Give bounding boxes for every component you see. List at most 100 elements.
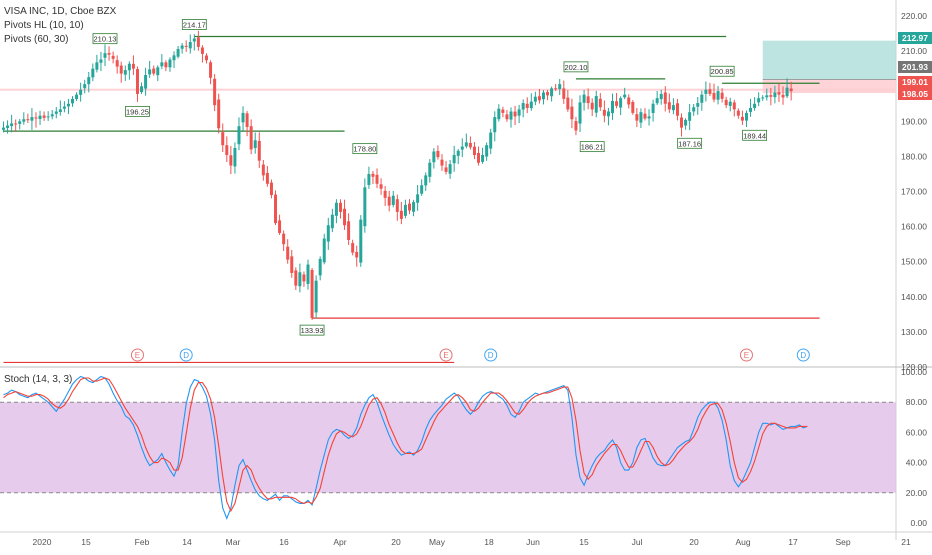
candle-body [740,116,744,121]
candle-body [221,132,225,146]
candle [391,191,395,208]
pivot-label-text: 133.93 [301,326,324,335]
candle-body [131,63,135,69]
candle-body [578,102,582,124]
candle [229,146,233,175]
x-tick-label: Jul [632,537,643,547]
pivots-legend[interactable]: Pivots (60, 30) [4,34,69,45]
candle [172,51,176,69]
candle-body [529,101,533,109]
y-tick-label: 160.00 [901,222,927,232]
candle [688,104,692,131]
candle [757,92,761,107]
pivot-label: 187.16 [677,137,703,149]
candle-body [196,37,200,47]
candle-body [692,107,696,112]
candle [103,44,107,67]
candle-body [403,204,407,216]
candle-body [424,175,428,186]
candle [192,34,196,51]
candle [399,201,403,225]
candle-body [14,123,18,125]
pivot-label-text: 189.44 [743,131,766,140]
candle [732,99,736,117]
y-tick-label: 150.00 [901,257,927,267]
candle-body [521,103,525,110]
x-tick-label: 20 [391,537,401,547]
candle [505,110,509,122]
x-tick-label: 20 [689,537,699,547]
candle [509,107,513,128]
price-badge-text: 201.93 [902,62,928,72]
candle [290,249,294,278]
candle-body [574,121,578,131]
candle-body [615,101,619,106]
candle [460,138,464,158]
candle [558,78,562,96]
candle [485,142,489,161]
candle-body [399,210,403,219]
candle [586,88,590,110]
candle-body [290,256,294,273]
candle-body [472,146,476,156]
candle-body [294,270,298,286]
candle-body [708,89,712,94]
candle [322,233,326,265]
candle [651,99,655,122]
candle [10,114,14,133]
candle [42,111,46,121]
symbol-title[interactable]: VISA INC, 1D, Cboe BZX [4,6,117,17]
candle-body [412,202,416,212]
stoch-legend[interactable]: Stoch (14, 3, 3) [4,374,73,385]
pivot-label-text: 210.13 [94,35,117,44]
candle-body [249,126,253,150]
candle-body [91,68,95,78]
candle [217,93,221,134]
candle [749,98,753,117]
y-tick-label: 190.00 [901,116,927,126]
candle-body [688,112,692,121]
candle-body [75,94,79,99]
candle [269,179,273,199]
pivot-label-text: 200.85 [711,67,734,76]
candle [306,259,310,290]
candle [550,86,554,102]
candle-body [440,159,444,166]
candle [493,111,497,142]
candle [611,93,614,120]
candle-body [391,195,395,205]
candle-body [464,142,468,147]
dividend-marker: D [796,348,810,362]
candle [205,53,208,64]
candle-body [2,127,5,130]
candle-body [253,140,257,149]
candle-body [225,145,229,156]
candle-body [485,145,489,157]
candle [444,160,448,175]
candle [274,190,278,226]
candle [30,108,34,130]
candle [371,171,375,185]
candle-body [367,173,371,185]
event-marker-text: D [488,351,494,360]
candle-body [501,109,505,113]
candle-body [684,119,688,126]
candle-body [663,92,667,104]
candle [537,89,541,104]
candle-body [103,53,107,58]
pivot-label-box [181,19,207,30]
pivots-hl-legend[interactable]: Pivots HL (10, 10) [4,20,84,31]
x-tick-label: Aug [735,537,750,547]
candle [692,103,696,116]
candle-body [371,173,375,177]
event-marker-text: E [135,351,140,360]
candle [379,178,383,195]
candle [420,179,424,196]
candle [58,100,62,116]
candle-body [71,98,75,104]
pivot-label: 214.17 [181,19,207,30]
candle [209,60,213,85]
candle-body [326,225,330,242]
candle [34,112,38,128]
